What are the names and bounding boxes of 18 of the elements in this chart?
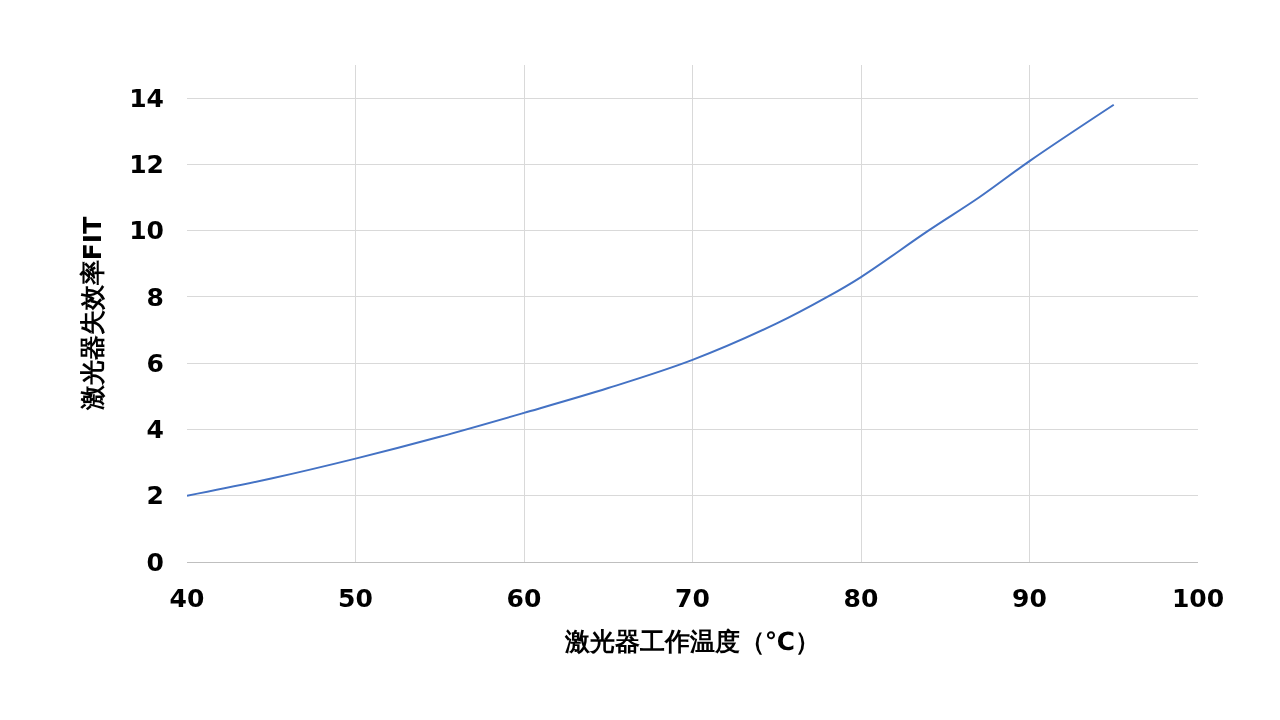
- y-tick-label: 6: [146, 348, 164, 378]
- y-tick-label: 2: [146, 481, 164, 511]
- line-series: [187, 103, 1115, 497]
- x-tick-label: 60: [506, 584, 542, 613]
- y-tick-label: 12: [129, 150, 164, 180]
- x-tick-label: 50: [338, 584, 373, 613]
- y-tick-label: 8: [146, 282, 164, 312]
- y-tick-label: 0: [146, 547, 164, 577]
- x-tick-label: 80: [843, 584, 879, 613]
- x-tick-label: 70: [675, 584, 710, 613]
- x-tick-label: 40: [169, 584, 205, 613]
- y-tick-label: 4: [146, 415, 164, 445]
- y-tick-label: 10: [129, 216, 164, 246]
- x-tick-label: 90: [1012, 584, 1047, 613]
- y-tick-label: 14: [129, 83, 164, 113]
- x-tick-label: 100: [1171, 584, 1225, 613]
- y-axis-title: 激光器失效率FIT: [77, 216, 107, 412]
- x-axis-title: 激光器工作温度（℃）: [563, 627, 821, 656]
